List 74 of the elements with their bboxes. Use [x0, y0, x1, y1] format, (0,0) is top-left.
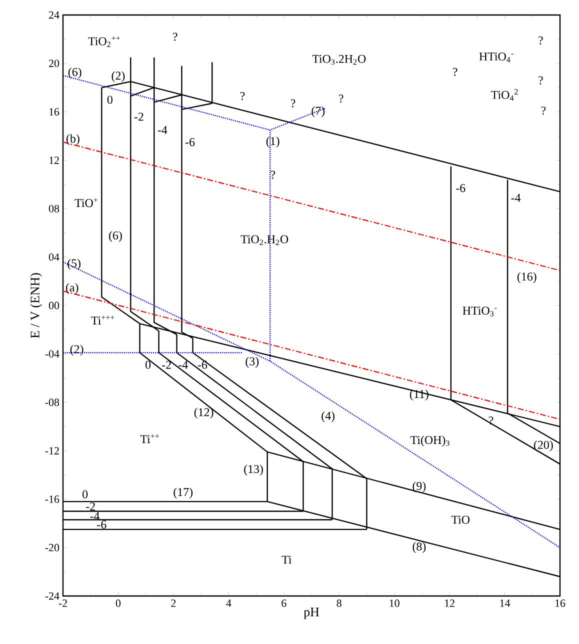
annotation: (4)	[322, 411, 335, 422]
y-axis-title: E / V (ENH)	[30, 273, 42, 338]
annotation: TiO	[451, 516, 470, 524]
annotation: (7)	[312, 106, 325, 118]
y-tick-label: -16	[45, 495, 60, 503]
annotation: (6)	[109, 231, 122, 242]
annotation: -2	[86, 502, 95, 510]
y-tick-label: 16	[49, 108, 60, 116]
x-tick-label: 4	[226, 600, 232, 607]
annotation: ?	[538, 36, 543, 44]
annotation: ?	[240, 92, 245, 100]
annotation: (12)	[194, 408, 214, 419]
annotation: -6	[97, 520, 106, 529]
annotation: (2)	[112, 71, 125, 82]
annotation: Ti$^{+++}$	[91, 316, 114, 324]
annotation: Ti	[282, 556, 292, 564]
y-tick-label: 20	[49, 60, 60, 68]
y-tick-label: 12	[49, 156, 59, 164]
annotation: TiO$_{3}$.2H$_{2}$O	[312, 54, 366, 65]
y-tick-label: 04	[48, 253, 60, 261]
y-tick-label: -08	[45, 398, 60, 406]
annotation: Ti(OH)$_{3}$	[410, 436, 450, 446]
x-tick-label: 6	[282, 600, 286, 607]
y-tick-label: 00	[48, 302, 60, 310]
annotation: -4	[158, 126, 168, 134]
annotation: ?	[453, 68, 458, 76]
annotation: 0	[107, 96, 112, 104]
annotation: ?	[290, 99, 296, 108]
annotation: (20)	[534, 440, 553, 452]
x-tick-label: -2	[58, 600, 67, 607]
y-tick-label: -24	[45, 592, 60, 600]
annotation: (b)	[66, 134, 80, 146]
annotation: ?	[538, 76, 543, 84]
x-tick-label: 0	[116, 600, 121, 607]
annotation: (9)	[412, 482, 426, 492]
y-tick-label: 24	[49, 11, 60, 19]
x-axis-title: pH	[304, 608, 320, 620]
x-tick-label: 12	[445, 600, 454, 607]
annotation: (6)	[68, 68, 82, 79]
x-tick-label: 14	[500, 600, 510, 607]
annotation: -2	[162, 360, 171, 369]
annotation: (1)	[266, 136, 280, 148]
annotation: TiO$_{2}$.H$_{2}$O	[240, 235, 288, 245]
annotation: -4	[90, 512, 100, 520]
annotation: (17)	[174, 488, 193, 499]
annotation: (13)	[244, 464, 263, 476]
y-tick-label: -04	[45, 350, 60, 358]
annotation: (3)	[246, 356, 259, 368]
annotation: (8)	[412, 542, 426, 554]
annotation: (a)	[66, 283, 78, 294]
y-tick-label: -20	[45, 544, 60, 552]
annotation: ?	[270, 170, 276, 179]
annotation: ?	[173, 32, 178, 41]
x-tick-label: 8	[336, 600, 342, 607]
annotation: ?	[541, 106, 546, 115]
annotation: TiO$^{+}$	[74, 198, 98, 208]
annotation: -6	[456, 184, 466, 192]
x-tick-label: 16	[555, 600, 566, 607]
annotation: (2)	[70, 344, 84, 356]
annotation: Ti$^{++}$	[140, 434, 159, 444]
y-tick-label: -12	[45, 447, 59, 454]
annotation: (5)	[68, 258, 80, 270]
annotation: -2	[134, 112, 144, 121]
annotation: ?	[339, 94, 344, 103]
annotation: 0	[82, 490, 88, 498]
annotation: -6	[185, 138, 195, 146]
y-tick-label: 08	[48, 204, 60, 212]
annotation: -4	[511, 194, 521, 202]
x-tick-label: 2	[171, 600, 176, 607]
annotation: (16)	[517, 272, 536, 284]
annotation: -6	[198, 360, 208, 369]
annotation: -4	[178, 360, 188, 369]
annotation: 0	[146, 360, 151, 369]
x-tick-label: 10	[390, 600, 400, 607]
